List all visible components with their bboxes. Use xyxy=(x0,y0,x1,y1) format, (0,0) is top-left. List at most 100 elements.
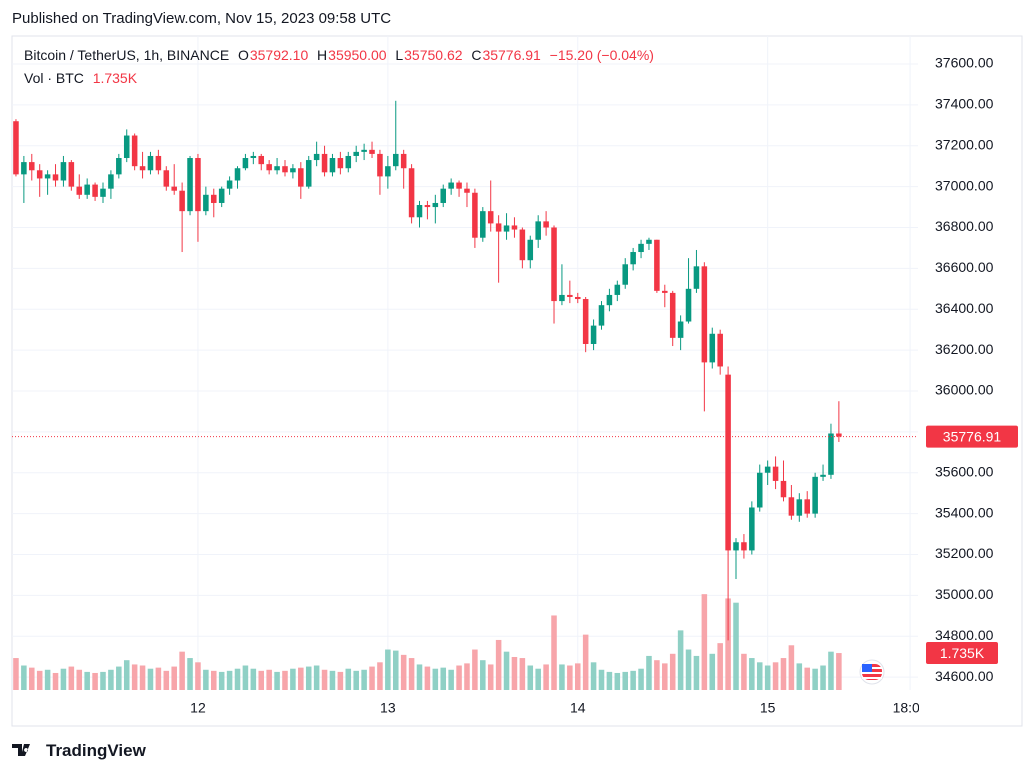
candle-body xyxy=(788,497,795,516)
candle-body xyxy=(495,223,502,232)
volume-bar xyxy=(123,660,130,690)
volume-bar xyxy=(203,669,209,690)
candle-body xyxy=(76,186,83,195)
volume-bar xyxy=(622,671,629,690)
candle-body xyxy=(614,284,621,295)
y-tick-label: 35400.00 xyxy=(935,504,994,520)
candle-body xyxy=(638,243,644,253)
volume-bar xyxy=(448,669,454,690)
candle-body xyxy=(305,160,312,187)
volume-bar xyxy=(274,671,280,690)
candle-body xyxy=(559,294,565,302)
candle-body xyxy=(662,290,668,293)
volume-bar xyxy=(108,669,114,690)
volume-bar xyxy=(543,664,549,690)
x-tick-label: 15 xyxy=(760,700,776,716)
volume-bar xyxy=(669,653,676,690)
candle-body xyxy=(385,166,391,177)
candle-body xyxy=(598,305,605,326)
candle-body xyxy=(337,158,344,169)
volume-bar xyxy=(590,662,597,690)
volume-bar xyxy=(535,668,541,690)
candle-body xyxy=(266,164,272,171)
candle-body xyxy=(282,166,288,173)
candle-body xyxy=(345,155,352,169)
candle-body xyxy=(772,466,779,481)
volume-bar xyxy=(84,671,90,690)
candle-body xyxy=(432,202,439,208)
candle-body xyxy=(353,151,359,156)
candle-body xyxy=(796,499,803,516)
legend-label: L xyxy=(395,47,404,63)
volume-bar xyxy=(36,670,43,690)
candle-body xyxy=(234,168,241,181)
candle-body xyxy=(677,321,684,338)
volume-bar xyxy=(693,655,700,690)
volume-bar xyxy=(725,598,731,690)
volume-bar xyxy=(361,669,367,690)
candle-body xyxy=(511,225,518,230)
candle-body xyxy=(551,227,557,302)
candle-body xyxy=(139,166,146,171)
y-tick-label: 37400.00 xyxy=(935,96,994,112)
y-tick-label: 37200.00 xyxy=(935,136,994,152)
candle-body xyxy=(313,153,320,161)
candle-body xyxy=(377,153,383,177)
volume-bar xyxy=(337,671,344,690)
axis-cover xyxy=(919,692,1021,725)
volume-bar xyxy=(638,668,644,690)
volume-bar xyxy=(29,667,35,690)
volume-bar xyxy=(551,615,557,690)
candle-body xyxy=(440,188,447,203)
volume-bar xyxy=(100,671,106,690)
volume-bar xyxy=(788,645,795,690)
candle-body xyxy=(472,192,478,238)
candle-body xyxy=(131,135,138,167)
candle-body xyxy=(108,174,114,189)
volume-tag xyxy=(926,642,998,665)
volume-bar xyxy=(780,658,787,690)
candle-body xyxy=(424,205,431,208)
volume-bar xyxy=(662,663,668,690)
candle-body xyxy=(567,294,573,297)
y-tick-label: 36800.00 xyxy=(935,218,994,234)
candle-body xyxy=(820,474,826,477)
candle-body xyxy=(250,155,257,159)
volume-bar xyxy=(179,651,185,690)
last-price-label: 35776.91 xyxy=(943,428,1002,444)
candle-body xyxy=(756,472,763,508)
candle-body xyxy=(29,162,35,171)
volume-bar xyxy=(511,656,518,690)
volume-bar xyxy=(432,668,439,690)
candle-body xyxy=(582,299,589,344)
volume-bar xyxy=(408,658,415,690)
volume-bar xyxy=(290,668,296,690)
volume-bar xyxy=(772,662,779,690)
y-tick-label: 36200.00 xyxy=(935,341,994,357)
grid xyxy=(12,36,918,690)
candle-body xyxy=(163,170,170,187)
volume-bar xyxy=(116,666,122,690)
volume-bar xyxy=(424,666,431,690)
volume-bar xyxy=(13,658,19,690)
candle-body xyxy=(749,507,755,551)
y-tick-label: 37000.00 xyxy=(935,177,994,193)
volume-bar xyxy=(385,649,391,690)
volume-bars xyxy=(13,594,842,690)
volume-bar xyxy=(756,662,763,690)
volume-bar xyxy=(717,643,723,690)
published-note: Published on TradingView.com, Nov 15, 20… xyxy=(12,10,392,27)
volume-bar xyxy=(527,665,534,690)
candle-body xyxy=(321,153,328,173)
volume-bar xyxy=(400,654,407,690)
volume-bar xyxy=(606,671,613,690)
y-tick-label: 36400.00 xyxy=(935,300,994,316)
volume-bar xyxy=(298,667,304,690)
candle-body xyxy=(519,229,526,261)
legend-value: 35792.10 xyxy=(249,47,309,63)
candle-body xyxy=(100,188,106,197)
volume-bar xyxy=(52,672,59,690)
candle-body xyxy=(685,288,692,322)
candle-body xyxy=(298,168,304,187)
